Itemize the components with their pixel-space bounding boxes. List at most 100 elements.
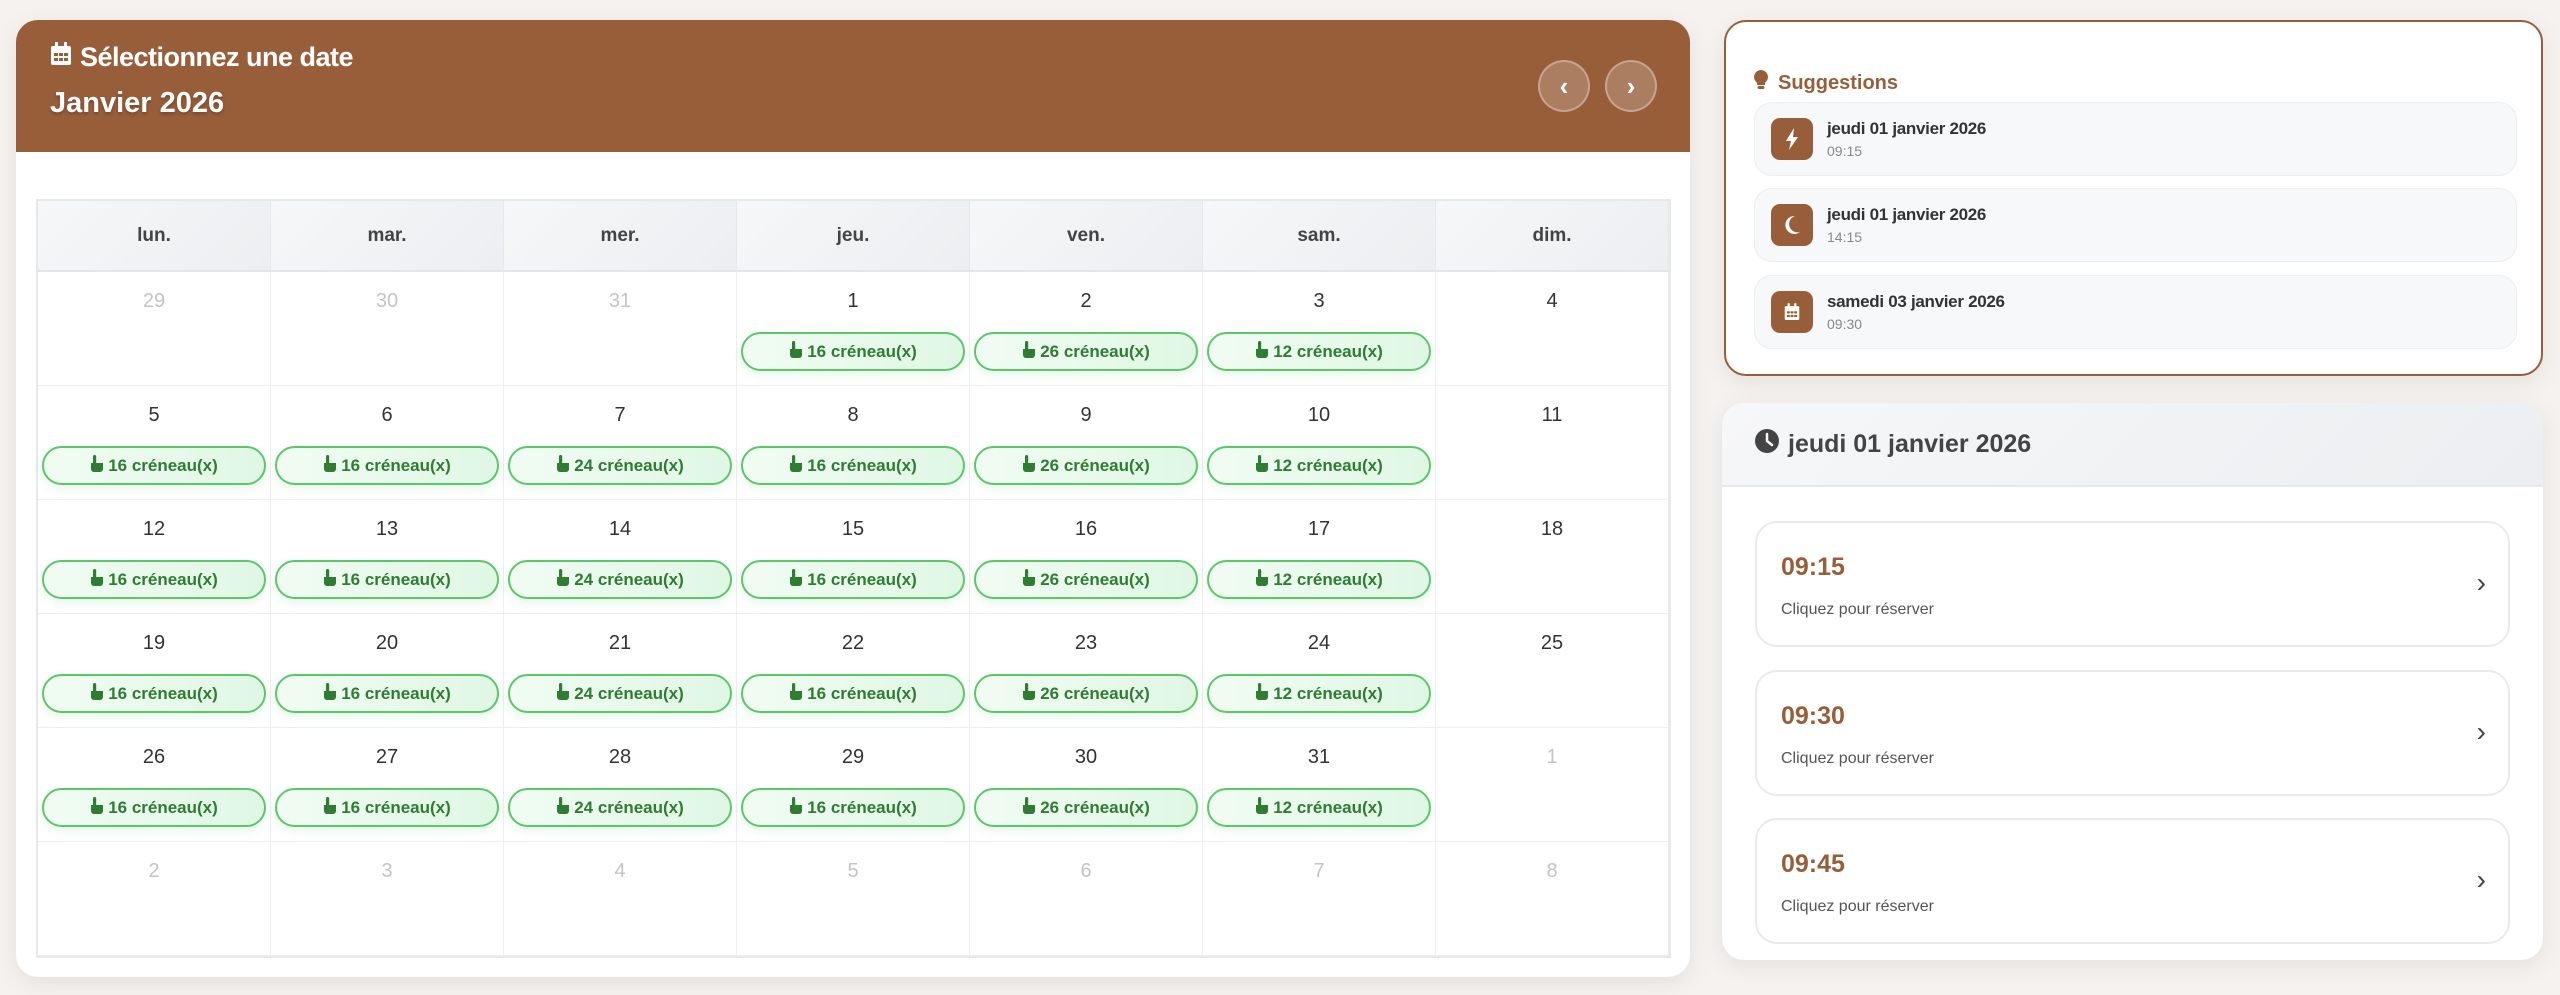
day-number: 25 (1540, 632, 1564, 654)
day-cell[interactable]: 5 16 créneau(x) (38, 386, 271, 500)
available-slots-button[interactable]: 16 créneau(x) (741, 560, 965, 599)
time-slots-header: jeudi 01 janvier 2026 (1722, 403, 2543, 487)
available-slots-button[interactable]: 24 créneau(x) (508, 446, 732, 485)
day-number: 8 (847, 404, 859, 426)
day-cell[interactable]: 19 16 créneau(x) (38, 614, 271, 728)
day-cell[interactable]: 26 16 créneau(x) (38, 728, 271, 842)
available-slots-button[interactable]: 16 créneau(x) (42, 446, 266, 485)
day-cell[interactable]: 20 16 créneau(x) (271, 614, 504, 728)
available-slots-button[interactable]: 24 créneau(x) (508, 560, 732, 599)
day-number: 2 (148, 860, 160, 882)
day-cell[interactable]: 27 16 créneau(x) (271, 728, 504, 842)
available-slots-button[interactable]: 12 créneau(x) (1207, 560, 1431, 599)
calendar-grid: lun. mar. mer. jeu. ven. sam. dim. 29 30 31 1 16 cr… (36, 199, 1671, 958)
available-slots-button[interactable]: 16 créneau(x) (741, 332, 965, 371)
available-slots-button[interactable]: 24 créneau(x) (508, 674, 732, 713)
available-slots-button[interactable]: 12 créneau(x) (1207, 788, 1431, 827)
day-number: 10 (1307, 404, 1331, 426)
available-slots-button[interactable]: 12 créneau(x) (1207, 446, 1431, 485)
slots-count: 26 créneau(x) (1040, 341, 1150, 361)
available-slots-button[interactable]: 26 créneau(x) (974, 446, 1198, 485)
available-slots-button[interactable]: 16 créneau(x) (42, 788, 266, 827)
day-number: 2 (1080, 290, 1092, 312)
slots-count: 12 créneau(x) (1273, 797, 1383, 817)
available-slots-button[interactable]: 24 créneau(x) (508, 788, 732, 827)
weekday-header: dim. (1436, 201, 1669, 272)
moon-icon (1771, 204, 1813, 246)
day-cell[interactable]: 12 16 créneau(x) (38, 500, 271, 614)
day-cell[interactable]: 16 26 créneau(x) (970, 500, 1203, 614)
day-cell[interactable]: 1 16 créneau(x) (737, 272, 970, 386)
day-cell[interactable]: 23 26 créneau(x) (970, 614, 1203, 728)
day-cell[interactable]: 30 26 créneau(x) (970, 728, 1203, 842)
available-slots-button[interactable]: 12 créneau(x) (1207, 332, 1431, 371)
day-cell[interactable]: 7 24 créneau(x) (504, 386, 737, 500)
day-cell[interactable]: 17 12 créneau(x) (1203, 500, 1436, 614)
hand-pointer-icon (556, 796, 570, 819)
available-slots-button[interactable]: 16 créneau(x) (275, 788, 499, 827)
day-cell[interactable]: 22 16 créneau(x) (737, 614, 970, 728)
day-cell[interactable]: 3 12 créneau(x) (1203, 272, 1436, 386)
slots-count: 16 créneau(x) (807, 569, 917, 589)
available-slots-button[interactable]: 16 créneau(x) (42, 560, 266, 599)
available-slots-button[interactable]: 26 créneau(x) (974, 788, 1198, 827)
available-slots-button[interactable]: 16 créneau(x) (275, 446, 499, 485)
slots-count: 16 créneau(x) (807, 341, 917, 361)
suggestion-item[interactable]: samedi 03 janvier 2026 09:30 (1754, 275, 2517, 349)
slot-time: 09:45 (1781, 850, 1845, 878)
day-cell: 25 (1436, 614, 1669, 728)
day-number: 7 (614, 404, 626, 426)
weekday-header: sam. (1203, 201, 1436, 272)
available-slots-button[interactable]: 16 créneau(x) (741, 788, 965, 827)
available-slots-button[interactable]: 16 créneau(x) (275, 560, 499, 599)
day-cell[interactable]: 6 16 créneau(x) (271, 386, 504, 500)
available-slots-button[interactable]: 16 créneau(x) (741, 446, 965, 485)
slots-count: 24 créneau(x) (574, 797, 684, 817)
day-cell[interactable]: 24 12 créneau(x) (1203, 614, 1436, 728)
day-cell[interactable]: 9 26 créneau(x) (970, 386, 1203, 500)
day-cell: 6 (970, 842, 1203, 956)
day-cell[interactable]: 14 24 créneau(x) (504, 500, 737, 614)
available-slots-button[interactable]: 26 créneau(x) (974, 560, 1198, 599)
day-cell[interactable]: 29 16 créneau(x) (737, 728, 970, 842)
day-cell[interactable]: 2 26 créneau(x) (970, 272, 1203, 386)
slots-count: 16 créneau(x) (341, 455, 451, 475)
calendar-icon (1771, 291, 1813, 333)
day-cell[interactable]: 15 16 créneau(x) (737, 500, 970, 614)
hand-pointer-icon (90, 682, 104, 705)
day-cell: 7 (1203, 842, 1436, 956)
time-slot-button[interactable]: 09:45 Cliquez pour réserver › (1755, 818, 2510, 944)
time-slot-button[interactable]: 09:15 Cliquez pour réserver › (1755, 521, 2510, 647)
day-number: 9 (1080, 404, 1092, 426)
available-slots-button[interactable]: 26 créneau(x) (974, 332, 1198, 371)
available-slots-button[interactable]: 26 créneau(x) (974, 674, 1198, 713)
suggestion-item[interactable]: jeudi 01 janvier 2026 09:15 (1754, 102, 2517, 176)
hand-pointer-icon (323, 454, 337, 477)
slots-count: 26 créneau(x) (1040, 797, 1150, 817)
available-slots-button[interactable]: 16 créneau(x) (741, 674, 965, 713)
chevron-right-icon: › (2476, 864, 2486, 895)
slots-count: 16 créneau(x) (807, 683, 917, 703)
day-cell[interactable]: 8 16 créneau(x) (737, 386, 970, 500)
suggestion-time: 09:30 (1827, 316, 1863, 332)
hand-pointer-icon (90, 568, 104, 591)
hand-pointer-icon (789, 340, 803, 363)
day-cell: 30 (271, 272, 504, 386)
slots-count: 26 créneau(x) (1040, 569, 1150, 589)
next-month-button[interactable]: › (1605, 60, 1657, 112)
time-slot-button[interactable]: 09:30 Cliquez pour réserver › (1755, 670, 2510, 796)
slot-action: Cliquez pour réserver (1781, 750, 1934, 767)
day-cell[interactable]: 21 24 créneau(x) (504, 614, 737, 728)
available-slots-button[interactable]: 12 créneau(x) (1207, 674, 1431, 713)
suggestion-item[interactable]: jeudi 01 janvier 2026 14:15 (1754, 188, 2517, 262)
weekday-header: mer. (504, 201, 737, 272)
day-number: 23 (1074, 632, 1098, 654)
previous-month-button[interactable]: ‹ (1538, 60, 1590, 112)
day-cell[interactable]: 28 24 créneau(x) (504, 728, 737, 842)
day-cell[interactable]: 13 16 créneau(x) (271, 500, 504, 614)
day-cell[interactable]: 31 12 créneau(x) (1203, 728, 1436, 842)
day-cell[interactable]: 10 12 créneau(x) (1203, 386, 1436, 500)
slots-count: 16 créneau(x) (108, 683, 218, 703)
available-slots-button[interactable]: 16 créneau(x) (42, 674, 266, 713)
available-slots-button[interactable]: 16 créneau(x) (275, 674, 499, 713)
